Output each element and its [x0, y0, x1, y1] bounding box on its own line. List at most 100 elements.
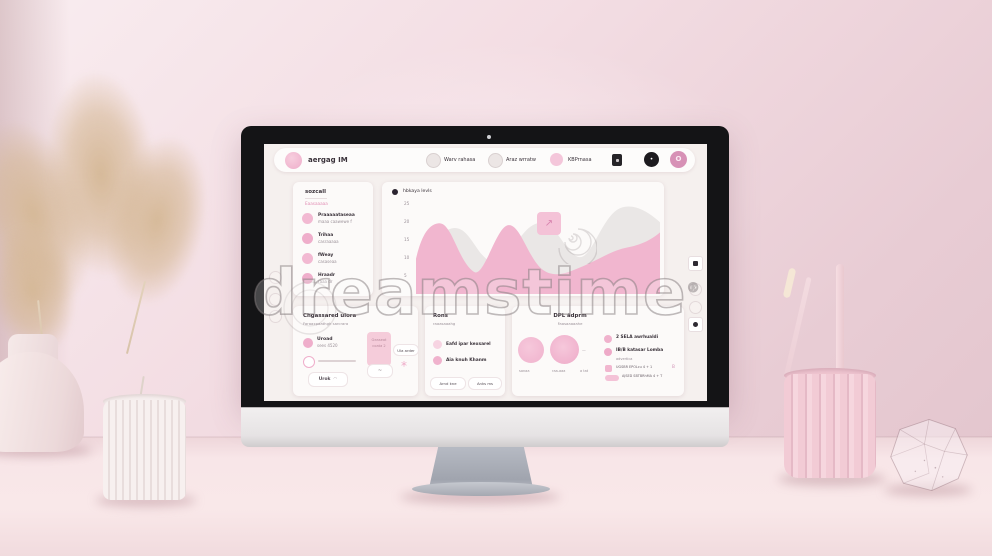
card-a-subtitle: Faraaxpaathgh sarcrara	[303, 321, 349, 326]
sidebar-item1-icon[interactable]	[302, 213, 313, 224]
ornament-shadow	[884, 484, 972, 496]
card-b-title: Rons	[433, 313, 448, 319]
tasks-card: Rons raaasaaahg Eafd ipar kexsarel Aia k…	[425, 306, 505, 396]
donut-chart-1	[518, 337, 544, 363]
monitor-chin	[241, 407, 729, 447]
nav-item-1[interactable]: Warv rahasa	[444, 157, 476, 163]
card-b-button-2[interactable]: Anks ms	[468, 377, 502, 390]
header-bar: aergag IM Warv rahasa Araz wrratw KBPrna…	[274, 148, 695, 172]
card-a-button[interactable]: Urok ◠	[308, 372, 348, 387]
sidebar-card: sozcall Eaasaaaaa Praaaaataseaa maaa caa…	[293, 182, 373, 296]
sidebar-item3-label[interactable]: fWeay	[318, 253, 334, 258]
donut-label-3: a tat	[580, 369, 589, 373]
nav2-icon[interactable]	[488, 153, 503, 168]
card-a-tilde[interactable]: ~	[367, 364, 393, 378]
logo-icon[interactable]	[285, 152, 302, 169]
chart-title: hbkaya levls	[403, 189, 432, 194]
watermark-spiral	[558, 228, 597, 264]
donut-label-1: sanaa	[519, 369, 530, 373]
logo-text: aergag IM	[308, 156, 348, 164]
card-a-row2-bar	[318, 360, 356, 362]
brush-2	[836, 264, 844, 380]
brush-cup	[784, 374, 876, 478]
watermark-reg: ®	[686, 281, 701, 297]
ytick-2: 20	[404, 219, 410, 224]
card-b-subtitle: raaasaaahg	[433, 321, 456, 326]
flower-icon: *	[401, 359, 407, 373]
sidebar-item2-sub: casraaaaa	[318, 239, 339, 244]
donut-note: —	[582, 347, 586, 352]
nav3-icon[interactable]	[550, 153, 563, 166]
geometric-ornament	[890, 418, 968, 492]
nav-item-2[interactable]: Araz wrratw	[506, 157, 536, 163]
card-c-list2-icon	[604, 348, 612, 356]
chart-card: hbkaya levls 25 20 15 10 5 ↗	[382, 182, 664, 296]
ytick-3: 15	[404, 237, 410, 242]
candle	[103, 400, 186, 500]
camera-dot	[487, 135, 491, 139]
watermark: dreamstime®	[251, 255, 701, 330]
card-c-list1-label: 2 SELA awrhualdi	[616, 335, 659, 340]
card-a-row2-icon	[303, 356, 315, 368]
rail-right-chart-icon[interactable]	[688, 256, 703, 271]
card-c-list1-icon	[604, 335, 612, 343]
apps-icon[interactable]	[612, 154, 622, 166]
divider	[305, 198, 327, 199]
sidebar-item3-sub: casaseaa	[318, 259, 337, 264]
sidebar-item1-sub: maaa caawewe f	[318, 219, 352, 224]
card-b-row2-label: Aia knuh Khanm	[446, 358, 487, 363]
sidebar-title: sozcall	[305, 189, 326, 195]
rail-left-icon-2[interactable]	[269, 293, 282, 306]
card-c-subtitle: Faasaaaaahe	[557, 321, 583, 326]
card-c-small: advertica	[616, 357, 633, 361]
dashboard-screen: aergag IM Warv rahasa Araz wrratw KBPrna…	[264, 144, 707, 401]
gauge-icon: ◠	[333, 377, 338, 382]
sidebar-item2-label[interactable]: Trihaa	[318, 233, 334, 238]
rail-left-icon-3[interactable]	[269, 310, 282, 323]
card-a-pill[interactable]: Ula arder	[393, 344, 419, 356]
sidebar-item4-label[interactable]: Hraadr	[318, 273, 336, 278]
card-c-row4: AJSED SBTBRhMA 4 + T	[622, 374, 663, 378]
chart-badge-arrow-icon[interactable]: ↗	[537, 212, 561, 235]
card-c-row4-icon	[605, 375, 619, 381]
donut-label-2: raa-aaa	[552, 369, 566, 373]
card-b-row1-label: Eafd ipar kexsarel	[446, 342, 491, 347]
sidebar-item3-icon[interactable]	[302, 253, 313, 264]
card-c-title: DPL ädprm	[553, 313, 587, 319]
user-avatar[interactable]: O	[670, 151, 687, 168]
sidebar-item2-icon[interactable]	[302, 233, 313, 244]
watermark-circle	[283, 281, 337, 335]
rail-right-icon-3[interactable]	[689, 301, 702, 314]
rail-left-icon-1[interactable]	[269, 271, 282, 284]
card-a-row1-icon	[303, 338, 313, 348]
sidebar-item1-label[interactable]: Praaaaataseaa	[318, 213, 355, 218]
brush-tip	[782, 267, 797, 299]
stats-card: Chgassared ulora Faraaxpaathgh sarcrara …	[293, 306, 419, 396]
card-a-row1-label: Uroad	[317, 337, 333, 342]
ytick-1: 25	[404, 201, 410, 206]
report-card: DPL ädprm Faasaaaaahe — sanaa raa-aaa a …	[512, 306, 684, 396]
area-chart	[416, 206, 660, 294]
card-c-row3-icon	[605, 365, 612, 372]
rail-right-menu-icon[interactable]	[688, 317, 703, 332]
card-b-row2-icon	[433, 356, 442, 365]
card-c-row3-end: B	[672, 364, 675, 369]
card-b-row1-icon	[433, 340, 442, 349]
sidebar-item4-icon[interactable]	[302, 273, 313, 284]
monitor-stand	[429, 446, 533, 488]
ytick-5: 5	[404, 273, 407, 278]
card-a-row1-value: sees 4520	[317, 343, 338, 348]
rail-right-icon-2[interactable]	[689, 283, 702, 296]
notifications-icon[interactable]: •	[644, 152, 659, 167]
monitor-base	[412, 482, 550, 496]
card-a-mini-card[interactable]: Geaseat coata 2	[367, 332, 391, 366]
card-c-list2-label: IB/B katasar Lomba	[616, 348, 664, 353]
chart-header-icon	[392, 189, 398, 195]
nav-item-3[interactable]: KBPrnasa	[568, 157, 592, 163]
donut-chart-2	[550, 335, 579, 364]
nav1-icon[interactable]	[426, 153, 441, 168]
card-b-button-1[interactable]: Arnd kne	[430, 377, 466, 390]
sidebar-item4-sub: raaa dr	[318, 279, 333, 284]
sidebar-link[interactable]: Eaasaaaaa	[305, 201, 328, 206]
